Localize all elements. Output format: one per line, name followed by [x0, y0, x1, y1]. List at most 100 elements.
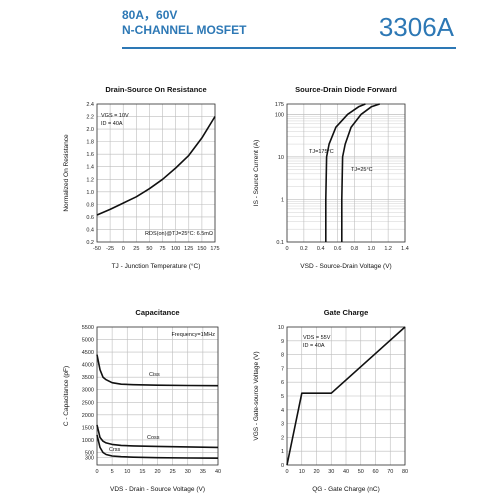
annotation-frequency: Frequency=1MHz: [171, 332, 215, 338]
y-tick-label: 0.2: [86, 240, 94, 246]
x-tick-label: 25: [133, 246, 139, 252]
y-tick-label: 1000: [82, 438, 94, 444]
x-tick-label: -25: [106, 246, 114, 252]
x-tick-label: 0.8: [351, 246, 359, 252]
y-tick-label: 0.1: [276, 240, 284, 246]
y-tick-label: 100: [275, 112, 284, 118]
header-divider: [122, 47, 456, 49]
y-tick-label: 1: [281, 197, 284, 203]
plot-frame: [96, 103, 216, 243]
x-tick-label: 0: [285, 469, 288, 475]
x-tick-label: 1.2: [384, 246, 392, 252]
x-axis-label: QG - Gate Charge (nC): [312, 486, 380, 493]
y-tick-label: 6: [281, 380, 284, 386]
annotation-id: ID = 40A: [101, 121, 123, 127]
x-tick-label: 10: [124, 469, 130, 475]
y-tick-label: 175: [275, 102, 284, 108]
part-number: 3306A: [378, 12, 454, 42]
series-line: [96, 354, 219, 387]
y-tick-label: 10: [278, 155, 284, 161]
x-tick-label: 30: [328, 469, 334, 475]
x-tick-label: 5: [111, 469, 114, 475]
y-axis-label: Normalized On Resistance: [63, 134, 70, 212]
annotation-vds: VDS = 55V: [303, 335, 331, 341]
y-tick-label: 2: [281, 435, 284, 441]
y-tick-label: 0.8: [86, 202, 94, 208]
x-tick-label: 0: [285, 246, 288, 252]
chart-title: Drain-Source On Resistance: [105, 85, 206, 94]
chart-title: Source-Drain Diode Forward: [295, 85, 397, 94]
x-tick-label: 50: [146, 246, 152, 252]
y-tick-label: 1.6: [86, 152, 94, 158]
y-tick-label: 10: [278, 325, 284, 331]
x-axis-label: VDS - Drain - Source Voltage (V): [110, 486, 205, 493]
x-tick-label: 0: [122, 246, 125, 252]
x-tick-label: 100: [171, 246, 180, 252]
y-tick-label: 300: [85, 455, 94, 461]
series-line: [341, 103, 380, 242]
x-tick-label: 20: [313, 469, 319, 475]
x-tick-label: 1.0: [367, 246, 375, 252]
y-tick-label: 1.4: [86, 165, 94, 171]
annotation-vgs: VGS = 10V: [101, 113, 129, 119]
x-axis-label: TJ - Junction Temperature (°C): [112, 262, 201, 270]
x-tick-label: 25: [170, 469, 176, 475]
y-tick-label: 9: [281, 339, 284, 345]
x-tick-label: 40: [343, 469, 349, 475]
y-axis-label: IS - Source Current (A): [253, 140, 260, 206]
x-tick-label: 40: [215, 469, 221, 475]
x-tick-label: 60: [372, 469, 378, 475]
series-line: [96, 424, 219, 449]
y-tick-label: 1.2: [86, 177, 94, 183]
y-tick-label: 8: [281, 353, 284, 359]
y-axis-label: C - Capacitance (pF): [63, 366, 70, 426]
series-label-coss: Coss: [147, 435, 160, 441]
series-label-25c: TJ=25°C: [351, 167, 373, 173]
x-tick-label: 0.2: [300, 246, 308, 252]
y-tick-label: 5500: [82, 325, 94, 331]
y-tick-label: 1.0: [86, 190, 94, 196]
y-axis-label: VGS - Gate-source Voltage (V): [253, 351, 260, 440]
annotation-rdson: RDS(on)@TJ=25°C: 6.5mΩ: [145, 231, 213, 237]
header-block: 80A，60V N-CHANNEL MOSFET: [122, 8, 246, 38]
y-tick-label: 0.6: [86, 215, 94, 221]
x-tick-label: 20: [154, 469, 160, 475]
plot-frame: [286, 103, 406, 243]
x-tick-label: 75: [159, 246, 165, 252]
x-tick-label: 0: [95, 469, 98, 475]
x-tick-label: 1.4: [401, 246, 409, 252]
series-label-ciss: Ciss: [149, 372, 160, 378]
y-tick-label: 2.0: [86, 127, 94, 133]
y-tick-label: 3: [281, 422, 284, 428]
series-label-crss: Crss: [109, 447, 121, 453]
y-tick-label: 7: [281, 366, 284, 372]
x-tick-label: 50: [358, 469, 364, 475]
x-axis-label: VSD - Source-Drain Voltage (V): [300, 263, 391, 270]
plot-frame: [96, 326, 219, 466]
y-tick-label: 3000: [82, 388, 94, 394]
x-tick-label: 0.6: [334, 246, 342, 252]
y-tick-label: 500: [85, 450, 94, 456]
y-tick-label: 1: [281, 449, 284, 455]
y-tick-label: 0: [281, 463, 284, 469]
x-tick-label: -50: [93, 246, 101, 252]
y-tick-label: 4500: [82, 350, 94, 356]
x-tick-label: 35: [200, 469, 206, 475]
series-line: [96, 434, 219, 459]
chart-title: Capacitance: [135, 308, 179, 317]
plot-frame: [286, 326, 406, 466]
x-tick-label: 150: [197, 246, 206, 252]
y-tick-label: 2.4: [86, 102, 94, 108]
y-tick-label: 2500: [82, 400, 94, 406]
series-line: [96, 116, 216, 216]
x-tick-label: 10: [299, 469, 305, 475]
x-tick-label: 70: [387, 469, 393, 475]
x-tick-label: 80: [402, 469, 408, 475]
y-tick-label: 2000: [82, 413, 94, 419]
y-tick-label: 2.2: [86, 115, 94, 121]
x-tick-label: 30: [185, 469, 191, 475]
y-tick-label: 5000: [82, 338, 94, 344]
chart-title: Gate Charge: [324, 308, 369, 317]
series-line: [325, 103, 366, 242]
